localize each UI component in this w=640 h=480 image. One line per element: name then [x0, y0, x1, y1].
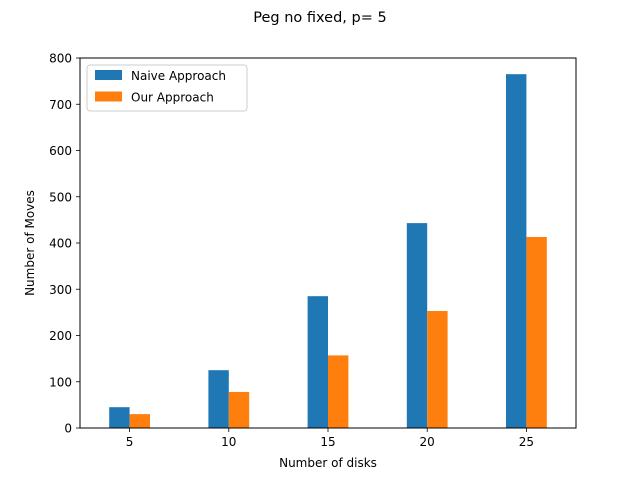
bar-ours-5: [129, 414, 150, 429]
y-tick-label: 200: [49, 329, 72, 343]
y-tick-label: 700: [49, 98, 72, 112]
x-axis-ticks: 5 10 15 20 25: [126, 428, 534, 449]
bar-naive-25: [506, 74, 527, 428]
legend-swatch-ours: [95, 91, 122, 102]
y-tick-label: 300: [49, 283, 72, 297]
bar-ours-15: [328, 355, 349, 428]
y-tick-label: 400: [49, 237, 72, 251]
legend-label-naive: Naive Approach: [131, 69, 226, 83]
bar-ours-10: [228, 391, 250, 428]
y-tick-label: 600: [49, 144, 72, 158]
y-tick-label: 800: [49, 52, 72, 66]
bars-group: [109, 74, 547, 429]
legend-label-ours: Our Approach: [131, 91, 214, 105]
chart-title: Peg no fixed, p= 5: [253, 10, 386, 26]
bar-ours-25: [526, 236, 547, 428]
x-tick-label: 25: [519, 435, 534, 449]
bar-naive-10: [208, 370, 229, 428]
legend-box: [86, 64, 248, 112]
y-tick-label: 500: [49, 190, 72, 204]
x-tick-label: 10: [221, 435, 236, 449]
legend: Naive Approach Our Approach: [86, 64, 248, 112]
bar-ours-20: [427, 310, 448, 428]
bar-naive-5: [109, 407, 130, 428]
y-tick-label: 0: [64, 422, 72, 436]
y-axis-ticks: 0 100 200 300 400 500 600 700 800: [49, 52, 80, 436]
x-tick-label: 15: [320, 435, 335, 449]
y-tick-label: 100: [49, 375, 72, 389]
x-axis-label: Number of disks: [279, 456, 377, 470]
legend-swatch-naive: [95, 70, 122, 80]
x-tick-label: 20: [420, 435, 435, 449]
bar-naive-20: [406, 223, 428, 428]
y-axis-label: Number of Moves: [23, 190, 37, 296]
bar-naive-15: [307, 296, 328, 428]
x-tick-label: 5: [126, 435, 134, 449]
